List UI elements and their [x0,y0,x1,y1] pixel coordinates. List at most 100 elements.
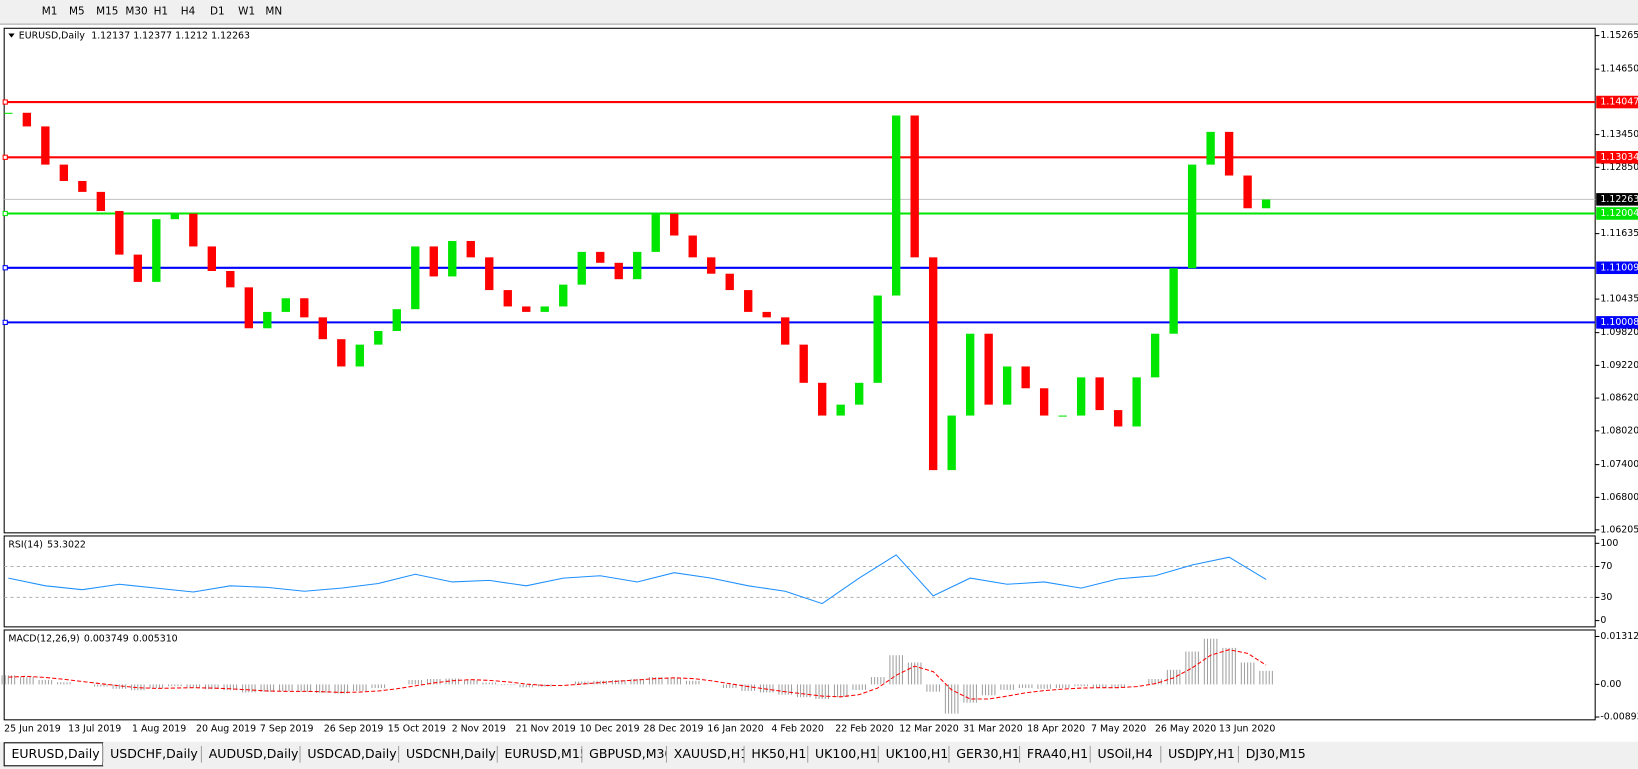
candle [355,344,364,367]
timeframe-button[interactable] [176,2,204,21]
level-box [1596,207,1638,220]
x-tick-label: 26 May 2020 [1155,724,1216,735]
tab[interactable] [1019,742,1091,766]
x-tick-label: 21 Nov 2019 [516,724,576,735]
candle [1058,415,1067,417]
timeframe-button[interactable] [261,2,289,21]
y-tick-label: 30 [1600,592,1612,603]
candle [522,306,531,312]
macd-signal [8,649,1267,700]
tab-label[interactable]: GBPUSD,M30 [589,746,672,761]
candle [78,180,87,192]
tab-label[interactable]: USDCAD,Daily [307,746,397,761]
timeframe-label[interactable]: MN [265,6,282,18]
tab[interactable] [497,742,582,766]
tab-label[interactable]: EURUSD,Daily [11,746,100,761]
x-tick-label: 22 Feb 2020 [835,724,893,735]
timeframe-button[interactable] [91,2,120,21]
y-tick-label: 1.09820 [1600,327,1638,338]
tab[interactable] [102,742,202,766]
y-tick-label: 1.06205 [1600,524,1638,535]
tab-label[interactable]: DJ30,M15 [1246,746,1306,761]
timeframe-button[interactable] [121,2,149,21]
candle [429,246,438,277]
candle [1169,268,1178,334]
timeframe-button[interactable] [205,2,233,21]
tab-label[interactable]: EURUSD,M15 [505,746,588,761]
current-price-box [1596,193,1638,206]
tab-label[interactable]: FRA40,H1 [1027,746,1088,761]
candle [947,415,956,471]
tab-label[interactable]: USOil,H4 [1098,746,1153,761]
candle [337,339,346,367]
candle [984,333,993,405]
header-value: EURUSD,Daily [19,30,86,41]
candle [1243,175,1252,209]
x-tick-label: 26 Sep 2019 [324,724,384,735]
candle [873,295,882,383]
timeframe-label[interactable]: M1 [42,6,58,18]
rsi-frame [3,535,1596,628]
timeframe-label[interactable]: M5 [69,6,85,18]
tab[interactable] [807,742,879,766]
tab[interactable] [581,742,667,766]
candle [596,251,605,263]
tab-label[interactable]: HK50,H1 [751,746,806,761]
candle [189,213,198,247]
tab-label[interactable]: UK100,H1 [815,746,878,761]
tab[interactable] [744,742,808,766]
candle [688,235,697,258]
candle [448,240,457,277]
timeframe-button[interactable] [149,2,177,21]
candle [485,257,494,291]
timeframe-button[interactable] [64,2,92,21]
tab[interactable] [948,742,1020,766]
candle [855,382,864,405]
tab[interactable] [878,742,949,766]
candle [1206,131,1215,165]
timeframe-label[interactable]: W1 [238,6,255,18]
timeframe-label[interactable]: M30 [125,6,147,18]
candle [1021,366,1030,389]
candle [614,262,623,280]
level-handle [2,99,8,105]
candle [1224,131,1234,176]
tab[interactable] [1238,742,1310,766]
candle [633,251,642,280]
candle [300,298,309,318]
tab-label[interactable]: USDJPY,H1 [1168,746,1235,761]
timeframe-label[interactable]: D1 [210,6,225,18]
tab-label[interactable]: AUDUSD,Daily [209,746,299,761]
candle [1039,388,1049,416]
x-tick-label: 12 Mar 2020 [899,724,959,735]
candle [744,290,753,312]
tab[interactable] [1090,742,1161,766]
tab[interactable] [666,742,745,766]
tab-label[interactable]: UK100,H1 [886,746,949,761]
tab-label[interactable]: USDCHF,Daily [110,746,198,761]
tab-label[interactable]: XAUUSD,H1 [674,746,748,761]
y-tick-label: 1.06800 [1600,492,1638,503]
timeframe-button[interactable] [37,2,65,21]
timeframe-label[interactable]: H4 [181,6,196,18]
candle [281,298,290,312]
candle [725,273,734,291]
tab[interactable] [300,742,399,766]
candle [41,126,50,165]
header-value: 1.12137 [91,30,130,41]
candle [1095,377,1104,411]
y-tick-label: 0.00 [1600,679,1621,690]
timeframe-label[interactable]: H1 [154,6,169,18]
tab-label[interactable]: USDCNH,Daily [406,746,496,761]
timeframe-button[interactable] [234,2,262,21]
tab[interactable] [1160,742,1239,766]
candle [263,311,272,329]
timeframe-label[interactable]: M15 [96,6,118,18]
candle [59,164,69,181]
y-tick-label: 1.14650 [1600,64,1638,75]
x-tick-label: 13 Jul 2019 [68,724,121,735]
tab[interactable] [201,742,301,766]
tab[interactable] [398,742,498,766]
tab-label[interactable]: GER30,H1 [956,746,1020,761]
